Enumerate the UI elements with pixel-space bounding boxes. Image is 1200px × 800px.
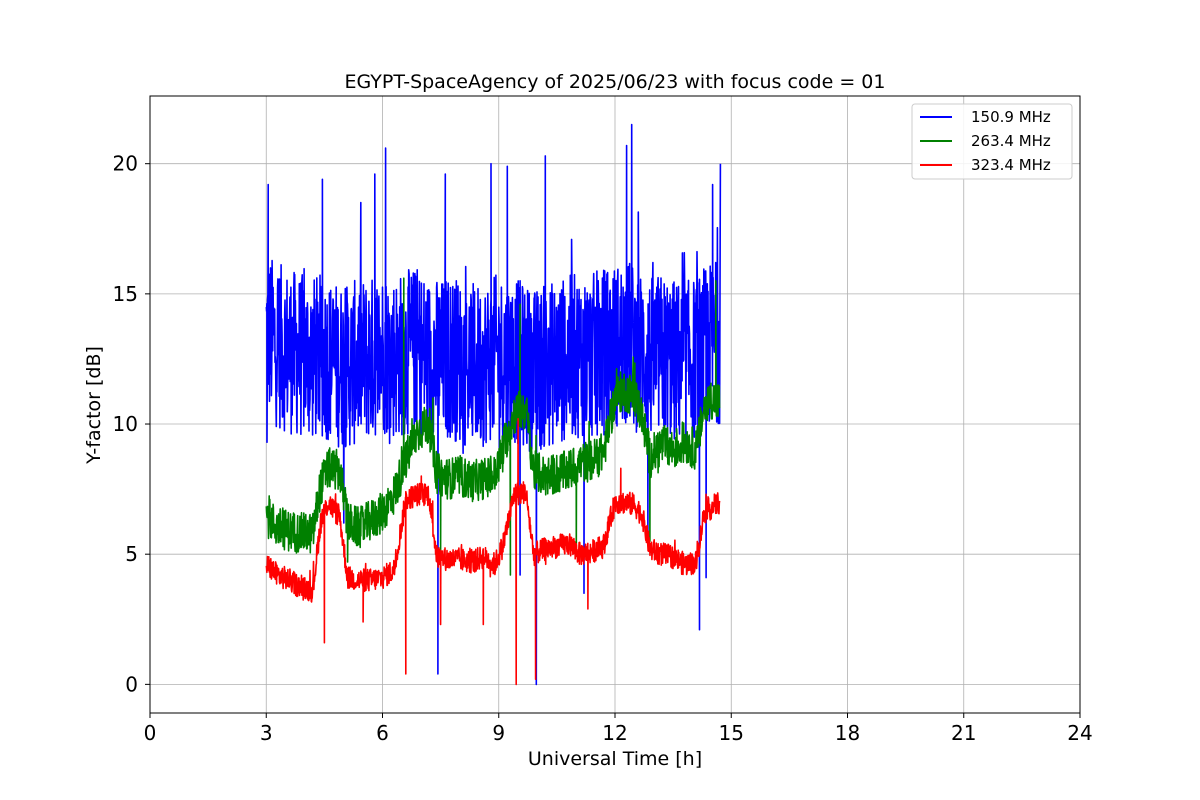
chart-title: EGYPT-SpaceAgency of 2025/06/23 with foc… [345,71,886,93]
series-3 [265,418,721,686]
y-tick-label: 20 [113,152,138,176]
x-tick-label: 21 [951,721,976,745]
series-1 [265,123,722,686]
y-tick-label: 15 [113,282,138,306]
series-line-2 [265,277,721,576]
x-tick-label: 12 [602,721,627,745]
x-tick-label: 3 [260,721,273,745]
x-tick-label: 0 [144,721,157,745]
x-tick-label: 18 [835,721,860,745]
x-tick-label: 6 [376,721,389,745]
y-tick-label: 0 [125,672,138,696]
y-axis-label: Y-factor [dB] [83,346,105,465]
legend: 150.9 MHz 263.4 MHz 323.4 MHz [911,103,1073,180]
ticks: 0 3 6 9 12 15 18 21 24 0 5 10 15 20 [113,152,1093,745]
x-axis-label: Universal Time [h] [528,748,702,770]
legend-label-1: 150.9 MHz [971,108,1051,126]
x-tick-label: 9 [492,721,505,745]
series-2 [265,277,721,576]
legend-box [911,103,1073,180]
legend-label-3: 323.4 MHz [971,156,1051,174]
y-tick-label: 5 [125,542,138,566]
x-tick-label: 24 [1067,721,1092,745]
series-line-1 [265,123,722,686]
legend-label-2: 263.4 MHz [971,132,1051,150]
series-layer [265,123,722,686]
x-tick-label: 15 [719,721,744,745]
series-line-3 [265,418,721,686]
y-tick-label: 10 [113,412,138,436]
